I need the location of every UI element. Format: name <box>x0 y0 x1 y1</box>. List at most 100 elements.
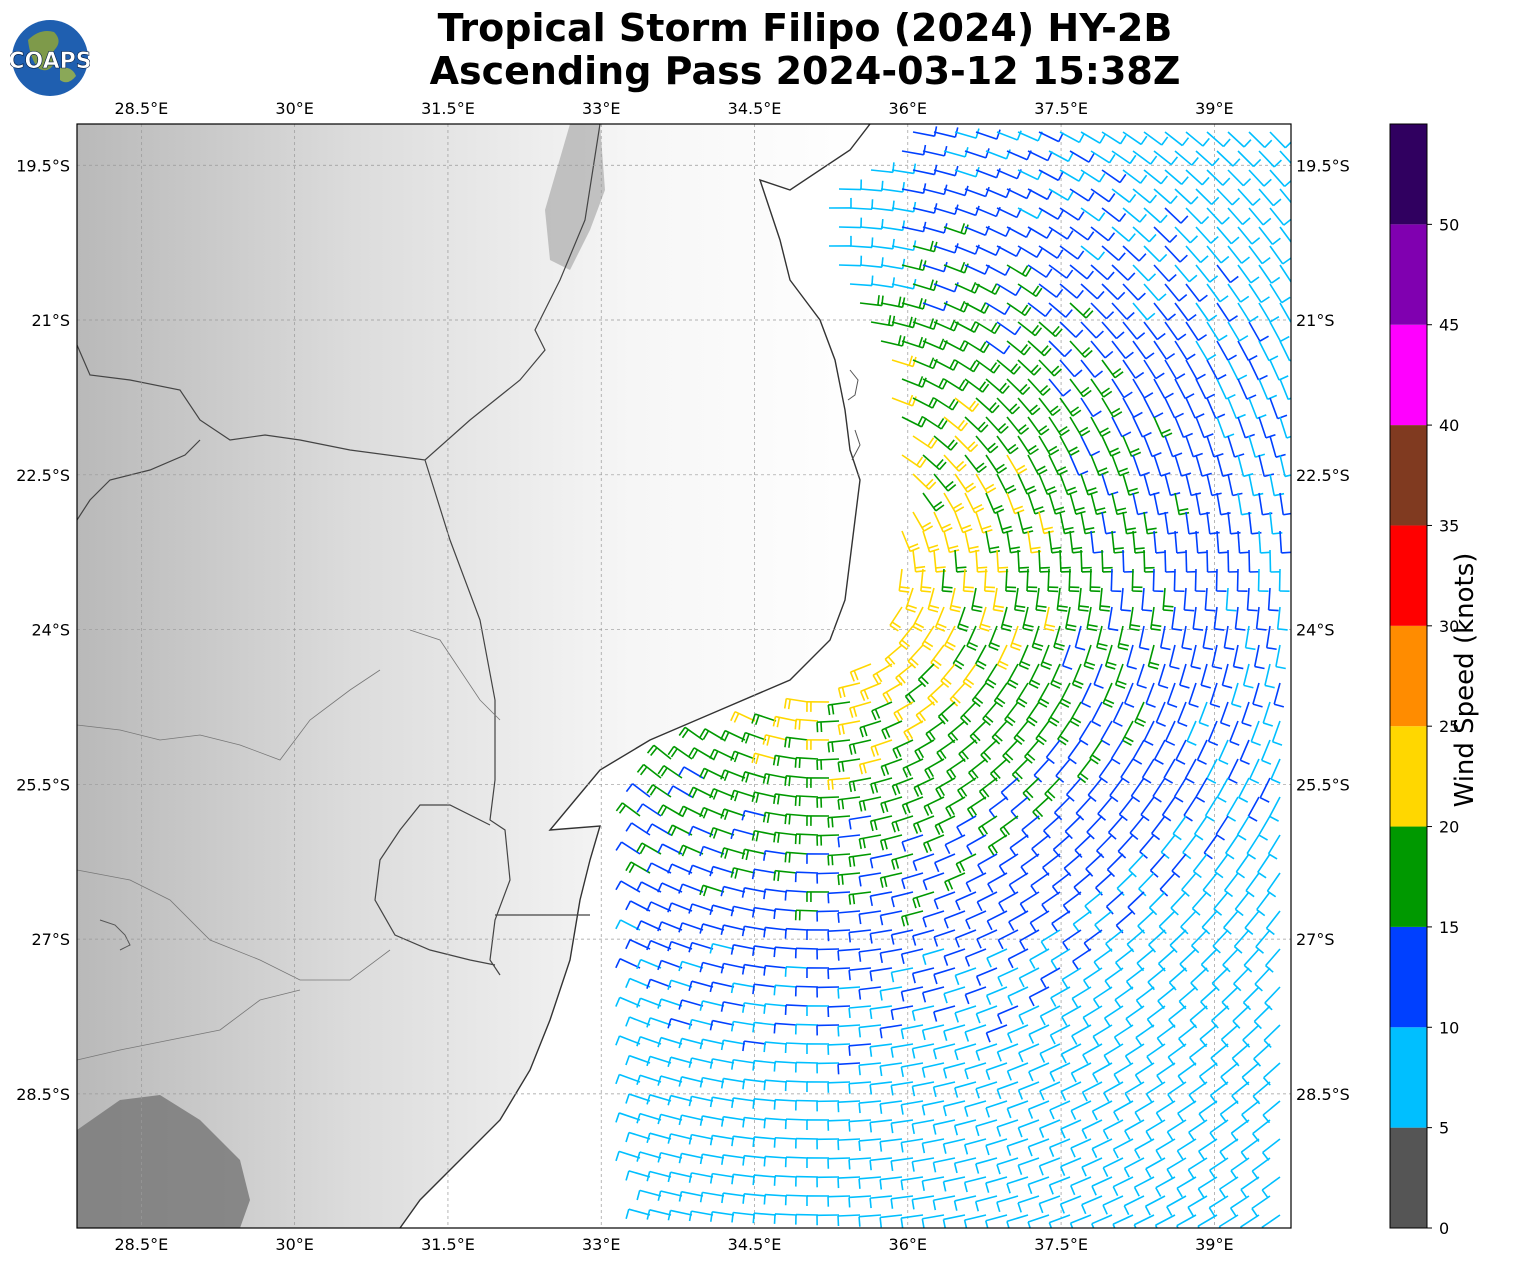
wind-barb <box>986 948 1008 968</box>
wind-barb <box>1024 739 1040 764</box>
wind-barb <box>1111 454 1130 477</box>
wind-barb <box>1187 1195 1208 1217</box>
wind-barb <box>975 1005 998 1024</box>
wind-barb <box>709 826 735 839</box>
wind-barb <box>742 1154 767 1166</box>
wind-barb <box>898 625 914 651</box>
wind-barb <box>709 748 735 761</box>
wind-barb <box>784 813 809 825</box>
wind-barb <box>943 223 969 235</box>
wind-barb <box>667 824 693 837</box>
wind-barb <box>657 882 683 893</box>
wind-barb <box>667 979 693 990</box>
lon-tick-label-top: 30°E <box>275 99 313 118</box>
wind-barb <box>636 1189 662 1201</box>
wind-barb <box>890 1043 914 1058</box>
wind-barb <box>1200 948 1218 973</box>
wind-barb <box>1048 416 1070 437</box>
colorbar-label: Wind Speed (knots) <box>1450 552 1480 808</box>
wind-barb <box>1143 321 1166 341</box>
wind-barb <box>837 758 861 773</box>
wind-barb <box>890 967 914 983</box>
wind-barb <box>870 238 895 250</box>
wind-barb <box>636 1035 662 1047</box>
wind-barb <box>1227 169 1252 187</box>
wind-barb <box>921 1024 945 1041</box>
wind-barb <box>943 492 965 513</box>
wind-barb <box>1153 492 1169 516</box>
lon-tick-label-bottom: 28.5°E <box>115 1235 169 1254</box>
wind-barb <box>1050 986 1071 1007</box>
wind-barb <box>1026 568 1038 593</box>
wind-barb <box>1041 891 1061 914</box>
wind-barb <box>1143 720 1155 746</box>
wind-barb <box>1237 530 1250 554</box>
wind-barb <box>1112 1214 1134 1228</box>
wind-barb <box>984 663 998 689</box>
wind-barb <box>625 1208 651 1220</box>
coastline <box>399 124 871 1228</box>
wind-barb <box>900 1024 924 1040</box>
wind-barb <box>858 1176 882 1189</box>
wind-barb <box>1080 169 1106 183</box>
wind-barb <box>1113 1062 1134 1084</box>
wind-barb <box>933 282 959 293</box>
wind-barb <box>1081 1119 1103 1139</box>
lat-tick-label-right: 27°S <box>1296 930 1335 949</box>
wind-barb <box>1006 378 1031 395</box>
lat-tick-label-left: 25.5°S <box>16 775 70 794</box>
wind-barb <box>806 1119 830 1130</box>
wind-barb <box>784 1194 809 1206</box>
wind-barb <box>1255 606 1267 631</box>
wind-barb <box>1111 492 1127 516</box>
wind-barb <box>1006 1138 1029 1156</box>
wind-barb <box>1143 359 1165 380</box>
wind-barb <box>1216 777 1229 803</box>
wind-barb <box>1027 226 1053 239</box>
wind-barb <box>709 904 735 916</box>
wind-barb <box>1216 226 1240 245</box>
wind-barb <box>1176 1214 1197 1228</box>
wind-barb <box>1111 302 1135 320</box>
wind-barb <box>993 682 1008 708</box>
wind-barb <box>1102 682 1115 708</box>
lon-tick-label-top: 33°E <box>582 99 620 118</box>
lon-tick-label-top: 37.5°E <box>1034 99 1088 118</box>
wind-barb <box>699 806 725 819</box>
wind-barb <box>978 606 991 632</box>
wind-barb <box>890 1119 914 1134</box>
wind-barb <box>678 805 704 818</box>
wind-barb <box>911 967 935 984</box>
wind-barb <box>1032 796 1050 820</box>
wind-barb <box>827 777 851 791</box>
wind-barb <box>1279 264 1291 284</box>
wind-barb <box>1279 492 1291 516</box>
wind-barb <box>1251 1195 1271 1218</box>
wind-barb <box>996 1119 1019 1137</box>
wind-barb <box>940 663 956 688</box>
wind-barb <box>880 220 906 232</box>
wind-barb <box>1027 188 1053 201</box>
wind-barb <box>720 1039 746 1051</box>
wind-barb <box>1031 625 1044 651</box>
wind-barb <box>996 1043 1019 1062</box>
wind-barb <box>1258 378 1278 401</box>
wind-barb <box>1248 283 1270 304</box>
wind-barb <box>784 1004 809 1015</box>
wind-barb <box>1215 568 1227 593</box>
map-frame <box>76 123 1292 1229</box>
wind-barb <box>870 739 893 757</box>
wind-barb <box>901 336 927 349</box>
wind-barb <box>933 243 959 254</box>
wind-barb <box>987 872 1008 893</box>
wind-barb <box>965 872 987 893</box>
wind-barb <box>1006 340 1032 356</box>
wind-barb <box>837 986 861 999</box>
wind-barb <box>890 1081 914 1096</box>
wind-barb <box>1107 815 1124 840</box>
wind-barb <box>933 435 958 451</box>
wind-barb <box>1260 739 1272 765</box>
wind-barb <box>964 416 989 433</box>
wind-barb <box>1192 606 1204 631</box>
wind-barb <box>1244 625 1256 651</box>
